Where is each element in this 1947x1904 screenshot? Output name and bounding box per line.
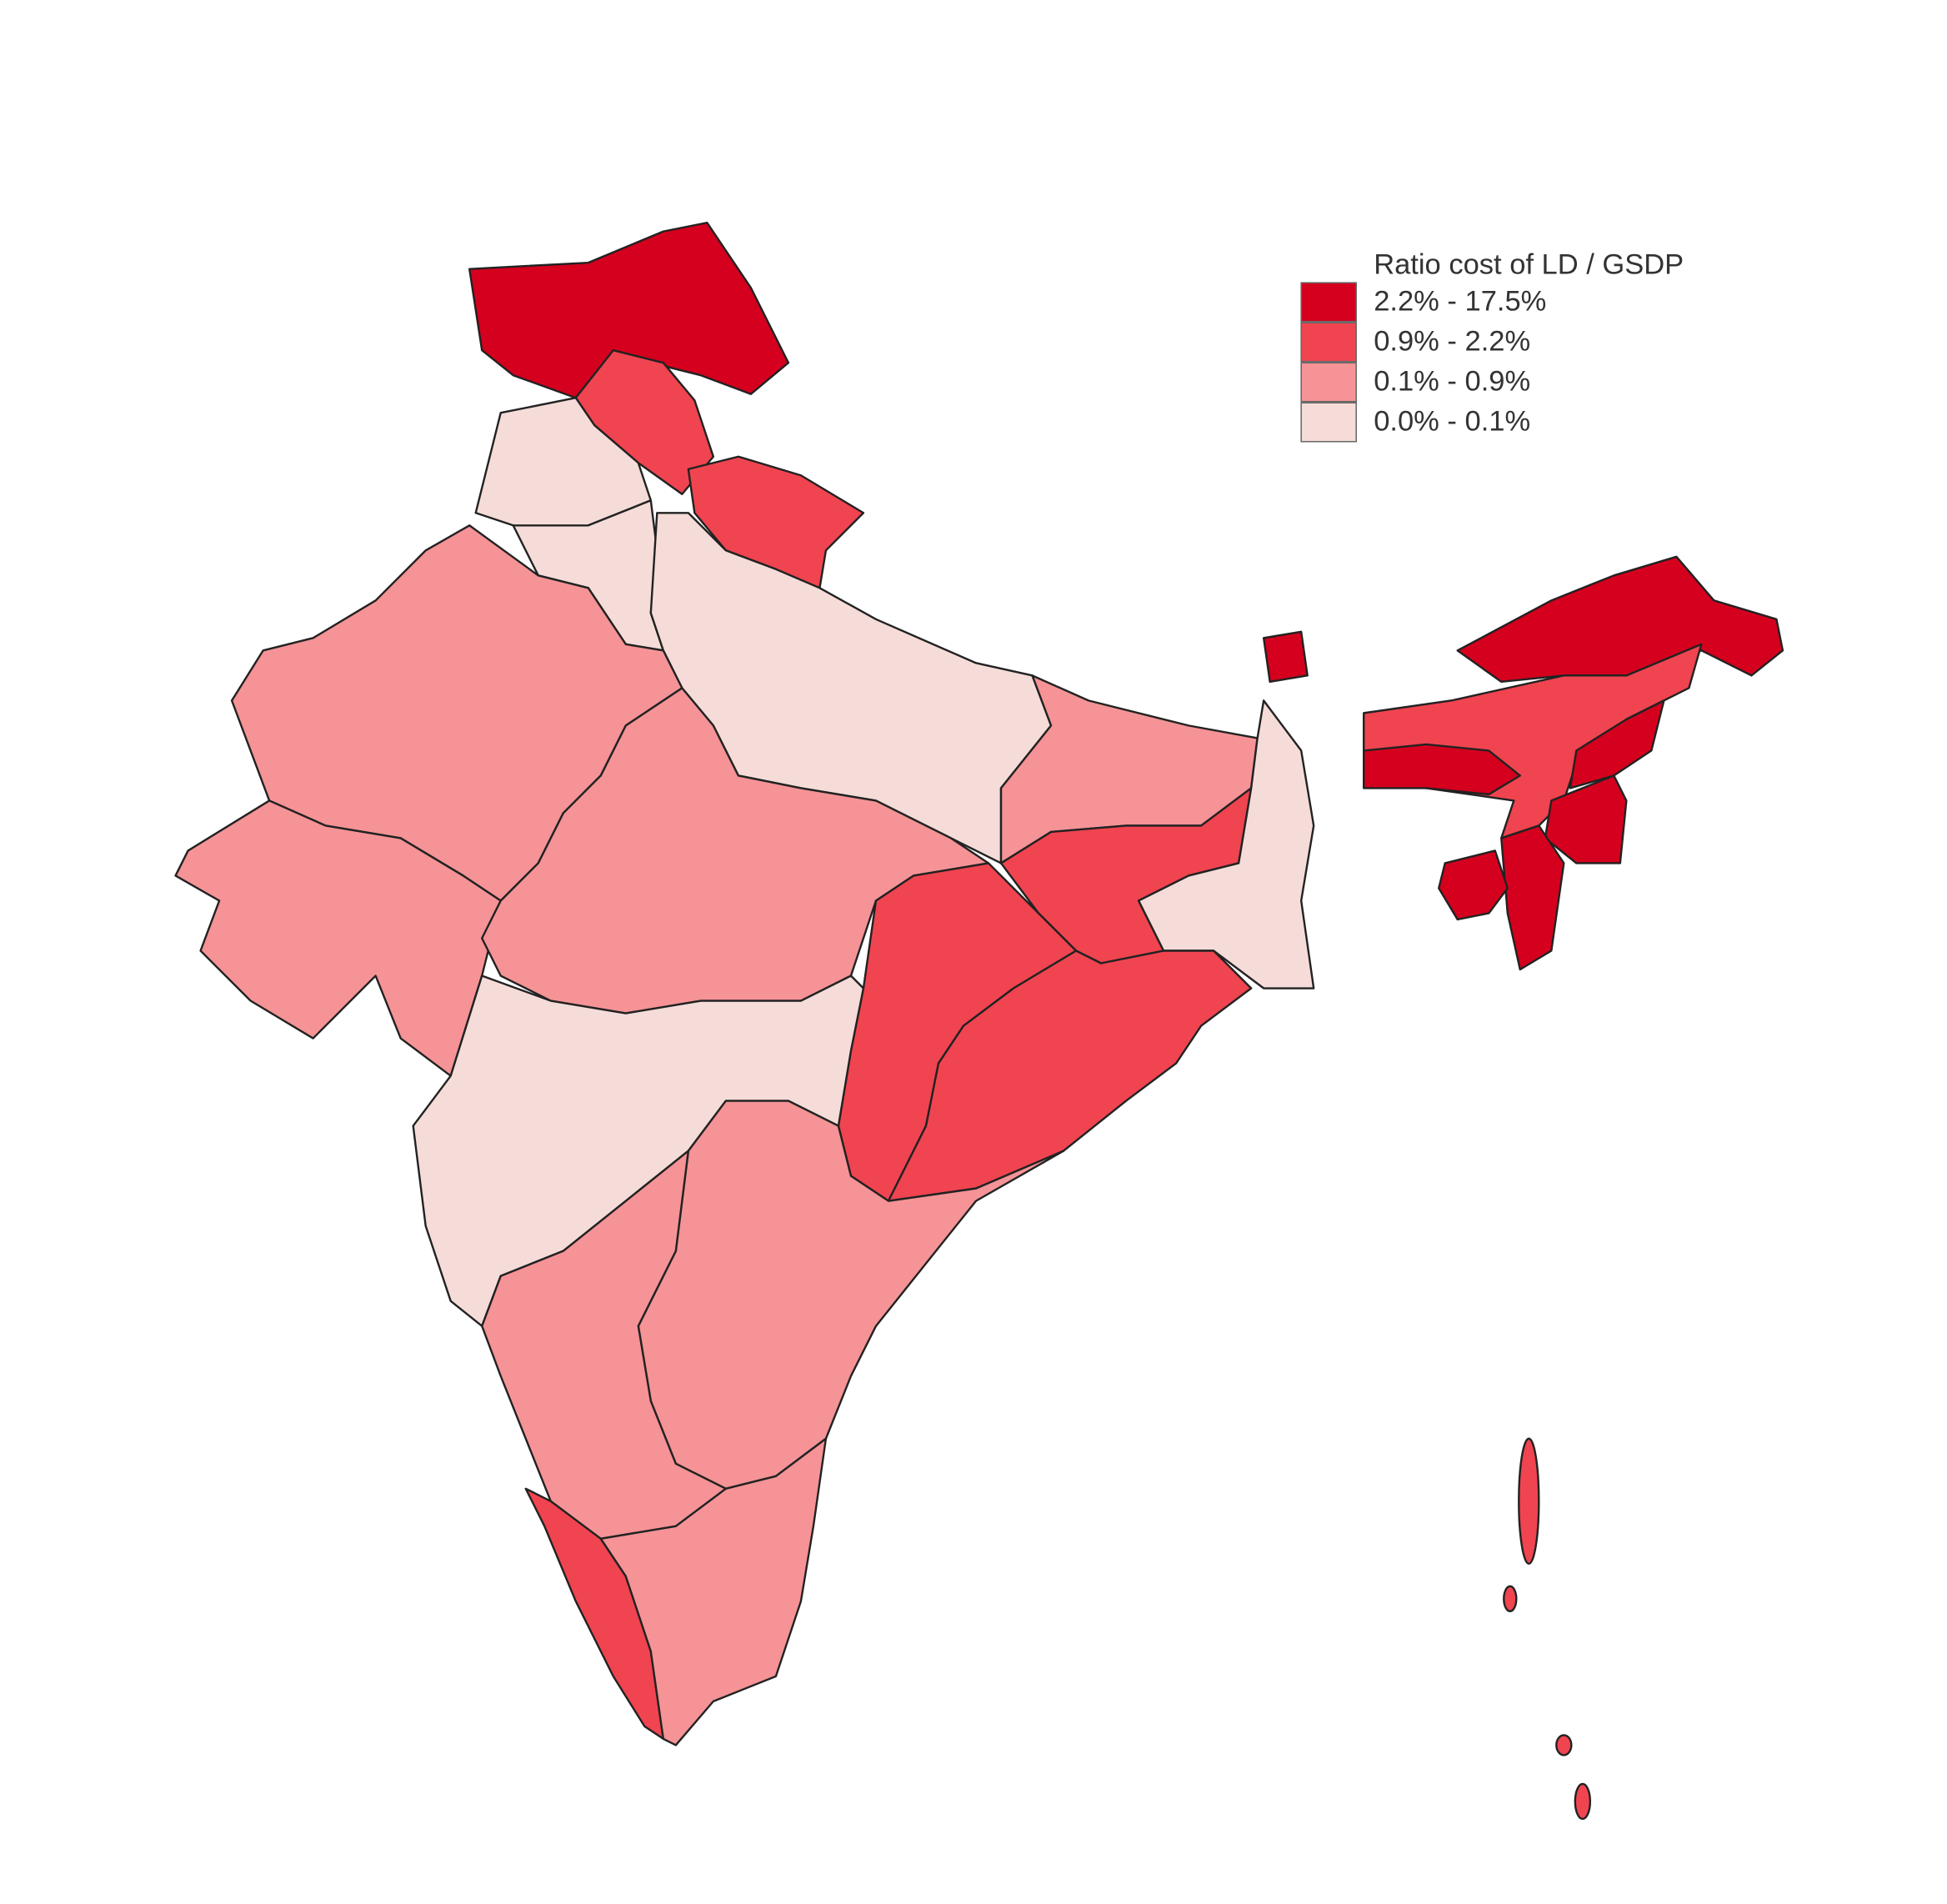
- region: [1500, 824, 1565, 971]
- legend-swatch: [1300, 282, 1357, 323]
- region: [887, 949, 1253, 1202]
- region: [1456, 555, 1784, 684]
- region: [1574, 1782, 1592, 1821]
- region: [1518, 1437, 1540, 1566]
- legend-label: 0.1% - 0.9%: [1374, 365, 1530, 397]
- region: [481, 1150, 728, 1541]
- region: [687, 455, 865, 589]
- legend-swatch: [1300, 402, 1357, 443]
- regions: [174, 221, 1784, 1821]
- region: [1503, 1585, 1518, 1613]
- legend-swatch: [1300, 322, 1357, 363]
- region: [1262, 630, 1309, 684]
- region: [468, 221, 790, 399]
- legend-label: 0.9% - 2.2%: [1374, 325, 1530, 357]
- region: [1363, 743, 1521, 796]
- legend: Ratio cost of LD / GSDP 2.2% - 17.5% 0.9%…: [1300, 249, 1684, 443]
- region: [599, 1437, 828, 1746]
- region: [1569, 699, 1665, 789]
- region: [174, 799, 502, 1077]
- region: [1438, 849, 1509, 921]
- legend-title: Ratio cost of LD / GSDP: [1374, 249, 1684, 281]
- legend-label: 2.2% - 17.5%: [1374, 285, 1546, 317]
- legend-label: 0.0% - 0.1%: [1374, 405, 1530, 437]
- region: [1555, 1734, 1573, 1756]
- legend-swatch: [1300, 362, 1357, 403]
